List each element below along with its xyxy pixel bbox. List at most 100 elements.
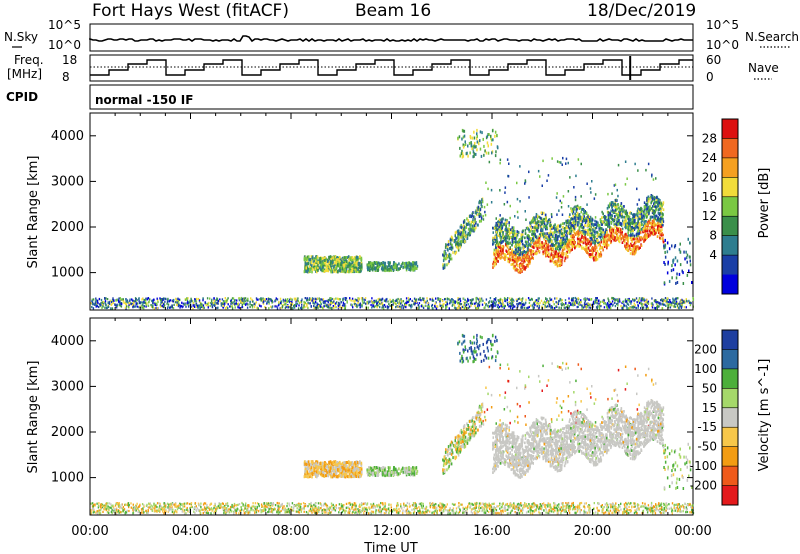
power-cell [598, 305, 600, 308]
power-cell [421, 297, 424, 300]
power-cell [116, 299, 118, 302]
power-cell [270, 305, 272, 308]
power-cell [210, 300, 213, 303]
power-cell [351, 256, 354, 260]
power-cell [351, 297, 354, 300]
power-cell [321, 269, 323, 273]
power-cell [589, 249, 591, 252]
power-cell [616, 302, 618, 306]
power-cell [476, 134, 478, 138]
power-cell [662, 300, 665, 303]
power-cell [171, 306, 173, 309]
power-cell [234, 302, 236, 306]
power-cell [639, 236, 641, 239]
power-cell [607, 192, 609, 196]
power-cell [327, 298, 330, 302]
power-cell [636, 187, 638, 191]
power-cell [141, 301, 143, 304]
power-cell [538, 307, 540, 310]
power-cell [382, 307, 385, 310]
power-cell [371, 301, 374, 304]
power-cell [375, 300, 377, 303]
power-cell [590, 298, 593, 301]
power-cell [455, 243, 457, 247]
power-cell [439, 302, 441, 306]
power-cell [151, 299, 153, 302]
power-cell [676, 304, 679, 307]
power-cell [383, 299, 386, 302]
power-cell [184, 298, 187, 301]
power-cell [575, 210, 578, 214]
power-cell [216, 306, 218, 310]
power-cell [445, 252, 447, 256]
power-cell [640, 299, 642, 302]
power-cell [405, 301, 407, 304]
power-cell [466, 233, 469, 237]
power-cell [584, 305, 586, 308]
power-cell [557, 301, 559, 304]
power-cell [473, 215, 476, 219]
power-cell [418, 305, 420, 308]
power-cell [471, 145, 474, 149]
power-cell [669, 303, 671, 306]
power-cell [507, 297, 509, 300]
power-cell [166, 299, 169, 302]
power-cell [370, 261, 372, 265]
power-cell [457, 234, 459, 238]
power-cell [308, 270, 310, 274]
power-cell [558, 248, 560, 252]
power-cell [309, 270, 311, 273]
power-cell [538, 297, 540, 300]
power-cell [481, 205, 483, 209]
power-cell [555, 305, 557, 308]
power-cell [412, 268, 414, 272]
date-title: 18/Dec/2019 [587, 1, 696, 21]
power-cell [367, 267, 369, 271]
power-cell [333, 269, 335, 272]
power-cell [528, 196, 530, 199]
power-cell [386, 297, 388, 301]
power-cell [576, 301, 578, 304]
power-cell [361, 265, 363, 269]
power-cell [605, 305, 608, 308]
power-cell [628, 244, 631, 248]
power-cell [91, 301, 94, 305]
power-cell [463, 225, 466, 229]
power-cell [593, 301, 596, 304]
power-cell [671, 304, 673, 307]
power-cell [647, 162, 650, 166]
power-cell [310, 258, 313, 262]
power-cell [355, 255, 358, 259]
power-cell [110, 303, 112, 306]
power-cell [351, 261, 354, 265]
power-cell [343, 260, 345, 264]
power-cell [147, 297, 150, 300]
power-cell [156, 299, 159, 302]
power-cell [350, 264, 353, 268]
power-cell [506, 301, 509, 304]
power-cell [439, 304, 441, 307]
power-cell [455, 307, 457, 310]
power-cell [458, 306, 460, 310]
power-cell [626, 302, 629, 306]
power-cell [413, 303, 415, 306]
power-cell [313, 299, 315, 302]
power-cell [325, 264, 328, 268]
power-cell [95, 297, 97, 300]
power-cell [128, 302, 130, 305]
power-cell [609, 303, 612, 306]
power-cell [99, 303, 101, 306]
power-cell [631, 306, 633, 309]
power-cell [640, 306, 642, 310]
power-cell [482, 218, 485, 221]
power-cell [372, 305, 374, 308]
power-cell [499, 298, 501, 301]
power-cell [451, 236, 454, 240]
power-cell [437, 297, 440, 300]
power-cell [489, 300, 491, 303]
power-cell [249, 300, 251, 303]
power-cell [265, 298, 268, 301]
power-cell [504, 298, 506, 301]
power-cell [505, 297, 507, 301]
power-cell [539, 223, 541, 226]
